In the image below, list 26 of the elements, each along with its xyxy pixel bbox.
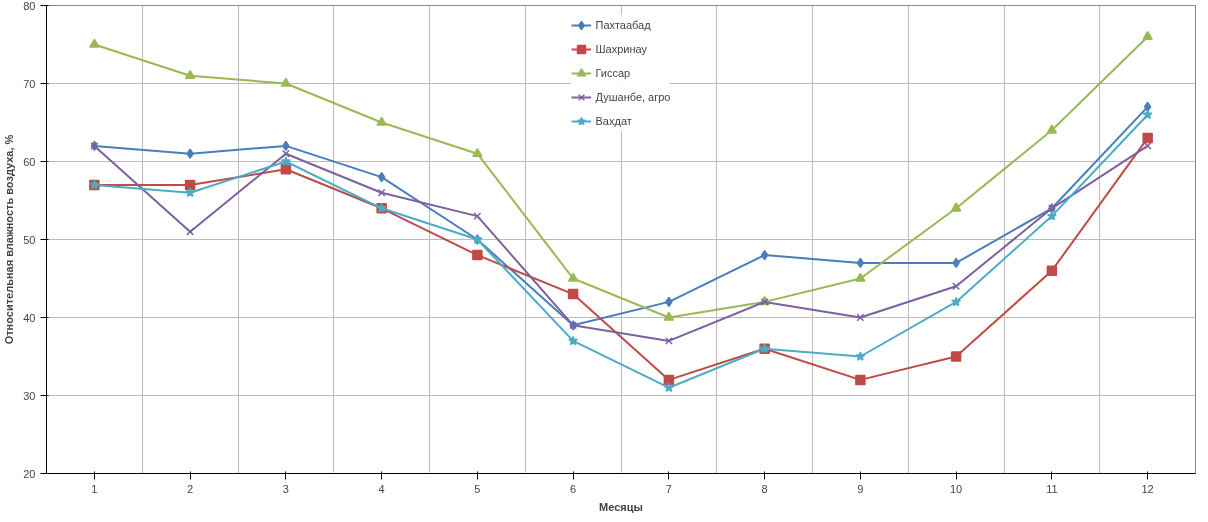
y-tick-label: 60 bbox=[23, 155, 36, 168]
x-tick-label: 3 bbox=[282, 482, 289, 495]
y-tick-label: 30 bbox=[23, 389, 36, 402]
legend-label: Гиссар bbox=[595, 67, 631, 79]
x-tick-label: 9 bbox=[857, 482, 864, 495]
y-axis-title: Относительная влажность воздуха, % bbox=[3, 134, 16, 345]
y-tick-label: 80 bbox=[23, 0, 36, 12]
y-tick-label: 20 bbox=[23, 467, 36, 480]
x-tick-label: 8 bbox=[761, 482, 768, 495]
x-tick-label: 5 bbox=[474, 482, 481, 495]
legend-label: Шахринау bbox=[595, 43, 648, 55]
x-tick-label: 2 bbox=[187, 482, 194, 495]
x-tick-label: 1 bbox=[91, 482, 98, 495]
y-tick-label: 40 bbox=[23, 311, 36, 324]
x-tick-label: 10 bbox=[950, 482, 963, 495]
legend-label: Вахдат bbox=[595, 115, 632, 127]
y-tick-label: 70 bbox=[23, 77, 36, 90]
x-tick-label: 7 bbox=[665, 482, 672, 495]
legend-label: Душанбе, агро bbox=[595, 91, 671, 103]
legend-label: Пахтаабад bbox=[595, 19, 651, 31]
x-tick-label: 4 bbox=[378, 482, 385, 495]
x-tick-label: 11 bbox=[1046, 482, 1058, 495]
x-axis-title: Месяцы bbox=[599, 500, 643, 513]
x-tick-label: 6 bbox=[570, 482, 577, 495]
x-tick-label: 12 bbox=[1141, 482, 1154, 495]
y-tick-label: 50 bbox=[23, 233, 36, 246]
